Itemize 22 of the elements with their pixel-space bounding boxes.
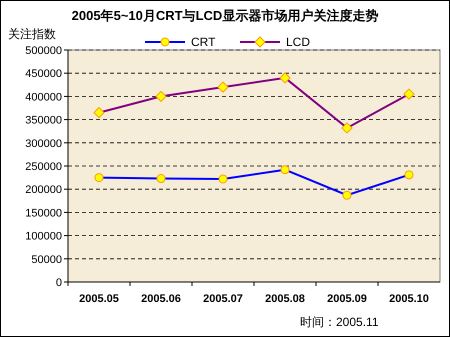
legend-label: LCD: [286, 35, 310, 49]
x-tick-label: 2005.10: [389, 293, 429, 305]
y-tick-label: 250000: [25, 161, 62, 173]
x-tick-label: 2005.06: [141, 293, 181, 305]
y-tick-label: 50000: [31, 254, 62, 266]
chart-title: 2005年5~10月CRT与LCD显示器市场用户关注度走势: [72, 8, 378, 23]
text: 时间：2005.11: [300, 315, 379, 329]
y-tick-label: 450000: [25, 68, 62, 80]
y-axis-title: 关注指数: [8, 27, 56, 41]
y-tick-label: 400000: [25, 91, 62, 104]
x-tick-label: 2005.09: [327, 293, 367, 305]
y-tick-label: 350000: [25, 114, 62, 127]
y-tick-label: 0: [56, 277, 62, 289]
y-tick-label: 500000: [25, 45, 62, 57]
y-tick-label: 200000: [25, 184, 62, 196]
y-tick-label: 300000: [25, 138, 62, 150]
x-tick-label: 2005.08: [265, 293, 305, 305]
y-tick-label: 100000: [25, 230, 62, 243]
legend-label: CRT: [191, 35, 216, 49]
x-tick-label: 2005.05: [79, 293, 119, 305]
x-tick-label: 2005.07: [203, 293, 243, 305]
y-tick-label: 150000: [25, 207, 62, 220]
